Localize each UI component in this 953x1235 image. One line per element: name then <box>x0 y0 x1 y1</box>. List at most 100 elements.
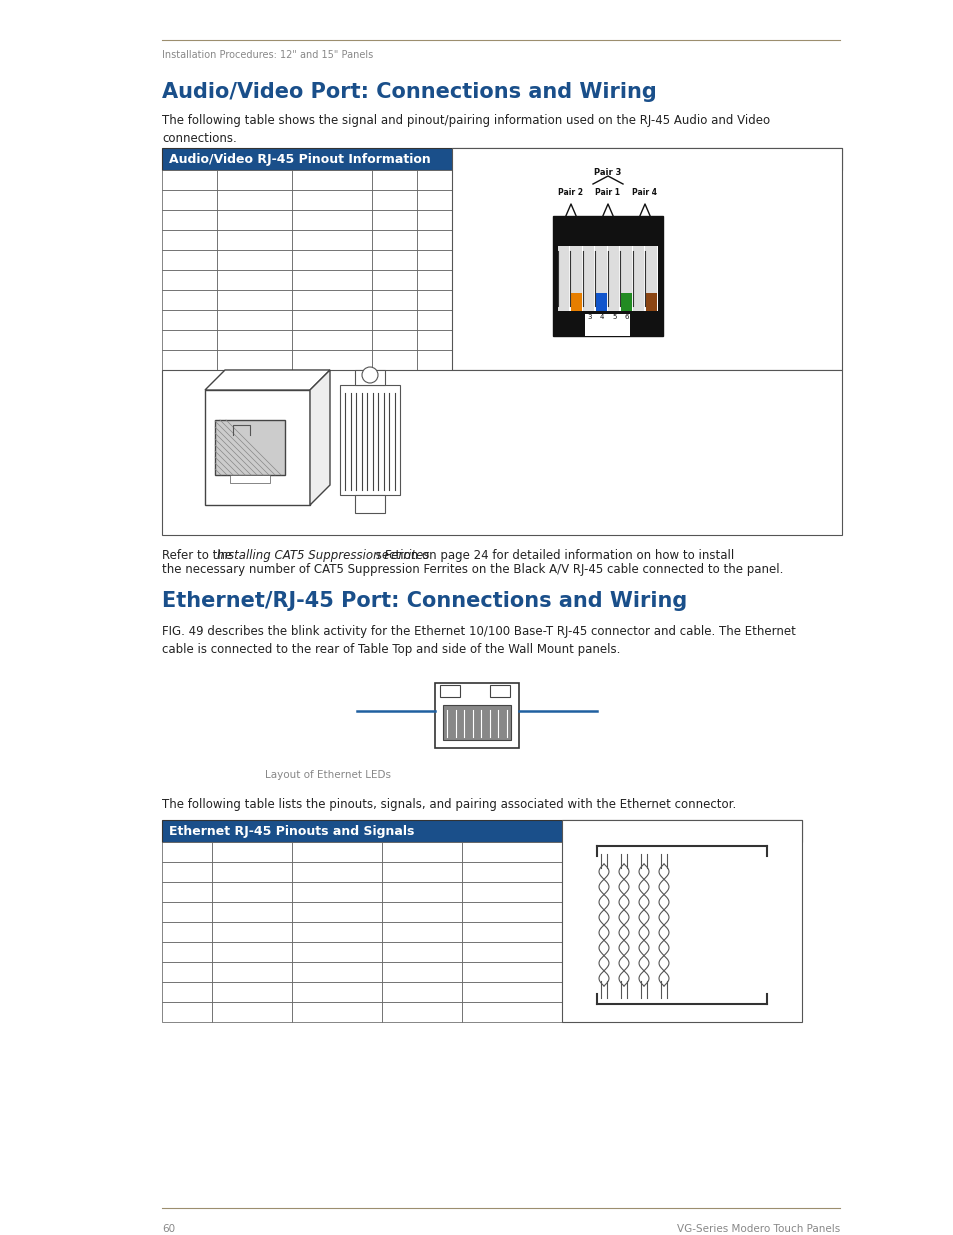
Bar <box>355 495 385 513</box>
Bar <box>162 210 216 230</box>
Bar <box>162 1002 212 1023</box>
Bar <box>416 310 452 330</box>
Bar <box>292 310 372 330</box>
Bar <box>230 475 270 483</box>
Bar <box>561 820 801 1023</box>
Bar <box>212 982 292 1002</box>
Bar <box>381 862 461 882</box>
Bar <box>372 310 416 330</box>
Text: Refer to the: Refer to the <box>162 550 235 562</box>
Bar <box>381 923 461 942</box>
Text: 8: 8 <box>649 314 654 320</box>
Text: 5: 5 <box>612 314 616 320</box>
Bar <box>162 290 216 310</box>
Bar <box>216 290 292 310</box>
Text: Pair 4: Pair 4 <box>632 188 657 198</box>
Bar <box>214 420 285 475</box>
Bar <box>596 293 606 311</box>
Bar <box>633 246 644 306</box>
Bar <box>292 170 372 190</box>
Bar <box>216 350 292 370</box>
Bar <box>339 385 399 495</box>
Bar <box>162 962 212 982</box>
Bar <box>416 230 452 249</box>
Bar <box>416 249 452 270</box>
Bar <box>162 249 216 270</box>
Bar <box>205 390 310 505</box>
Text: The following table shows the signal and pinout/pairing information used on the : The following table shows the signal and… <box>162 114 769 144</box>
Bar <box>416 330 452 350</box>
Bar <box>292 923 381 942</box>
Bar <box>608 293 618 311</box>
Bar <box>461 942 561 962</box>
Bar <box>292 249 372 270</box>
Text: Pair 3: Pair 3 <box>594 168 621 177</box>
Bar <box>216 190 292 210</box>
Bar <box>292 902 381 923</box>
Text: Installation Procedures: 12" and 15" Panels: Installation Procedures: 12" and 15" Pan… <box>162 49 373 61</box>
Bar <box>292 210 372 230</box>
Bar <box>461 982 561 1002</box>
Bar <box>292 942 381 962</box>
Text: 1: 1 <box>561 314 566 320</box>
Text: 3: 3 <box>586 314 591 320</box>
Bar <box>212 923 292 942</box>
Bar <box>372 350 416 370</box>
Bar <box>416 170 452 190</box>
Bar <box>162 370 841 535</box>
Bar <box>633 293 644 311</box>
Bar <box>558 246 569 306</box>
Text: 4: 4 <box>598 314 603 320</box>
Bar <box>416 190 452 210</box>
Text: Ethernet/RJ-45 Port: Connections and Wiring: Ethernet/RJ-45 Port: Connections and Wir… <box>162 592 686 611</box>
Bar <box>292 842 381 862</box>
Bar <box>162 270 216 290</box>
Text: VG-Series Modero Touch Panels: VG-Series Modero Touch Panels <box>676 1224 840 1234</box>
Bar <box>372 290 416 310</box>
Text: 60: 60 <box>162 1224 175 1234</box>
Bar <box>162 942 212 962</box>
Bar <box>355 370 385 385</box>
Bar <box>292 270 372 290</box>
Bar <box>416 210 452 230</box>
Bar <box>212 902 292 923</box>
Bar <box>461 842 561 862</box>
Bar <box>416 270 452 290</box>
Bar <box>212 942 292 962</box>
Text: 7: 7 <box>637 314 640 320</box>
Bar <box>442 705 511 740</box>
Bar <box>162 902 212 923</box>
Bar <box>292 350 372 370</box>
Bar <box>582 246 594 306</box>
Bar <box>216 310 292 330</box>
Text: Audio/Video RJ-45 Pinout Information: Audio/Video RJ-45 Pinout Information <box>169 153 431 167</box>
Bar <box>381 942 461 962</box>
Bar <box>461 962 561 982</box>
Bar <box>620 293 631 311</box>
Text: 2: 2 <box>574 314 578 320</box>
Bar <box>216 330 292 350</box>
Bar <box>292 962 381 982</box>
Bar <box>461 923 561 942</box>
Bar <box>162 170 216 190</box>
Bar <box>162 330 216 350</box>
Text: the necessary number of CAT5 Suppression Ferrites on the Black A/V RJ-45 cable c: the necessary number of CAT5 Suppression… <box>162 563 782 576</box>
Bar <box>372 270 416 290</box>
Bar <box>416 290 452 310</box>
Bar <box>162 820 801 842</box>
Bar <box>292 230 372 249</box>
Bar <box>452 148 841 370</box>
Bar <box>162 923 212 942</box>
Text: FIG. 49 describes the blink activity for the Ethernet 10/100 Base-T RJ-45 connec: FIG. 49 describes the blink activity for… <box>162 625 795 656</box>
Bar <box>558 293 569 311</box>
Bar <box>619 246 631 306</box>
Bar <box>162 982 212 1002</box>
Bar <box>212 962 292 982</box>
Bar <box>583 293 594 311</box>
Bar <box>162 230 216 249</box>
Bar <box>292 862 381 882</box>
Bar <box>162 842 212 862</box>
Text: The following table lists the pinouts, signals, and pairing associated with the : The following table lists the pinouts, s… <box>162 798 736 811</box>
Circle shape <box>361 367 377 383</box>
Text: Pair 2: Pair 2 <box>558 188 583 198</box>
